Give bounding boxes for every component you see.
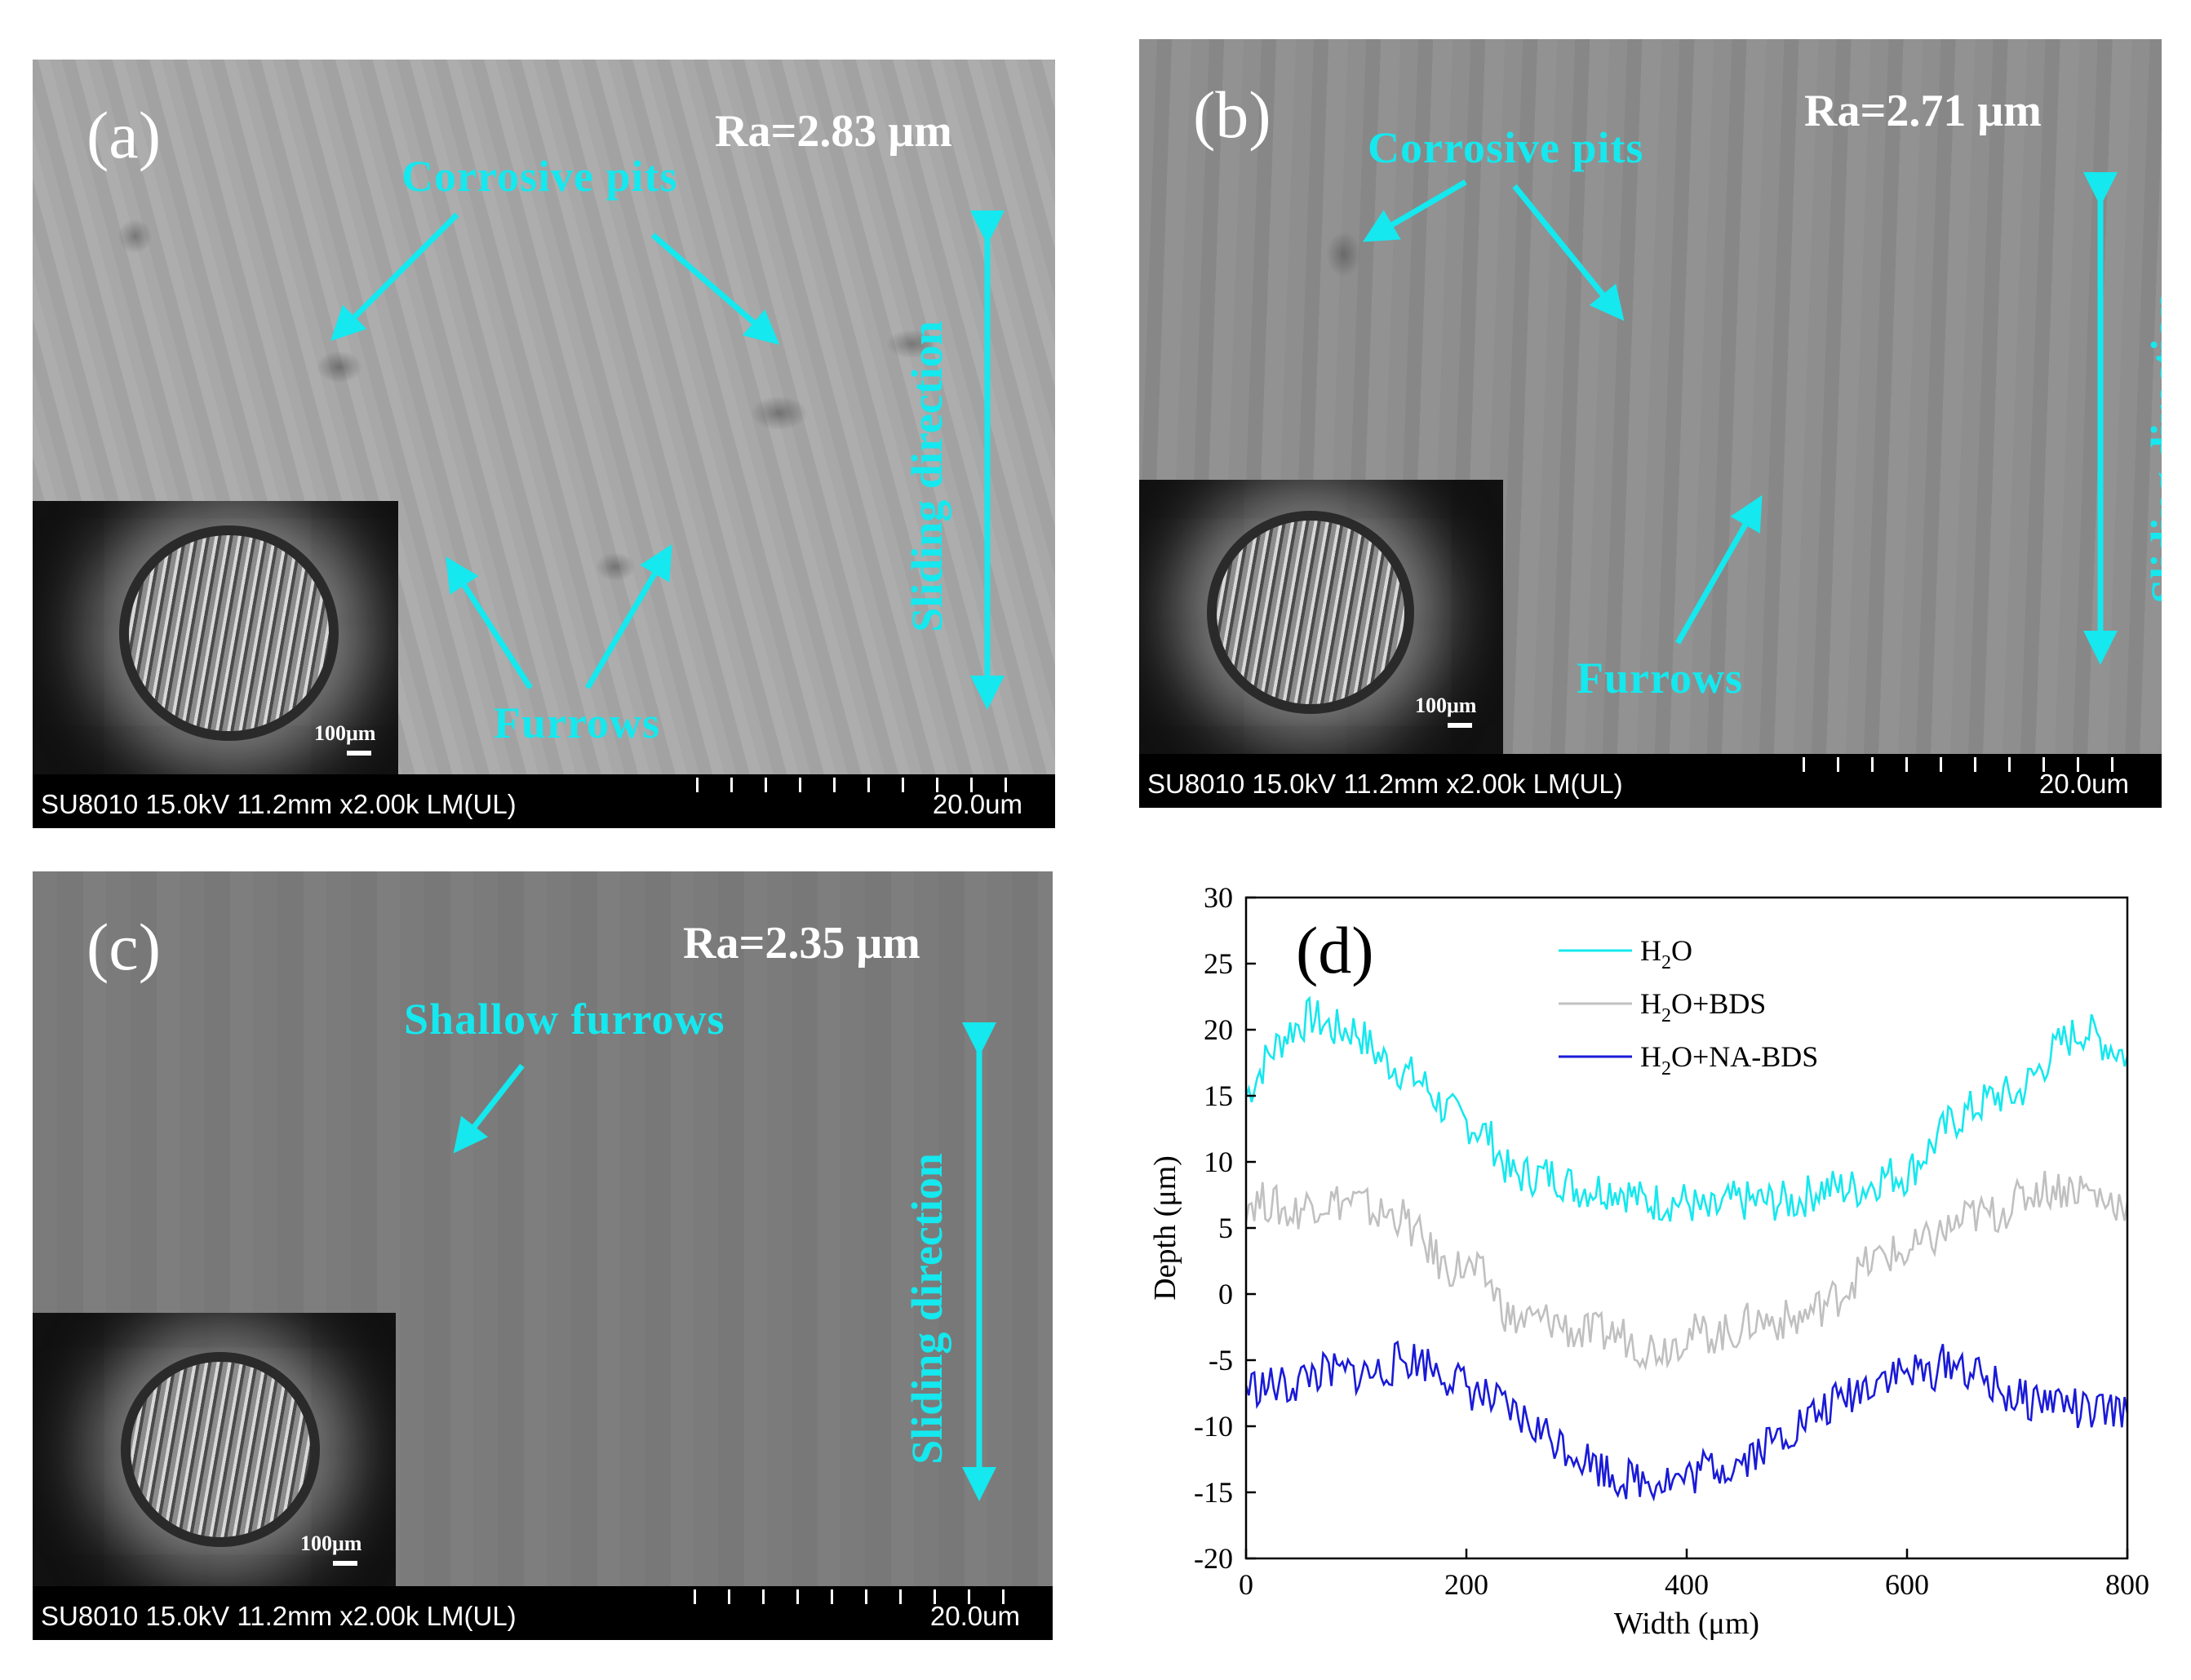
panel-a-label: (a) xyxy=(86,98,162,172)
panel-a-sem-infobar: SU8010 15.0kV 11.2mm x2.00k LM(UL) 20.0u… xyxy=(33,774,1055,828)
series-line-0 xyxy=(1244,995,2129,1222)
y-tick-label: 5 xyxy=(1218,1212,1233,1244)
panel-b-inset-image: 100μm xyxy=(1139,480,1503,754)
shallow-furrows-arrow xyxy=(453,1063,525,1154)
furrows-arrow xyxy=(1674,494,1763,645)
panel-a-arrows xyxy=(330,211,1005,710)
panel-b-ra-value: Ra=2.71 μm xyxy=(1804,86,2042,136)
panel-b-sem-infobar: SU8010 15.0kV 11.2mm x2.00k LM(UL) 20.0u… xyxy=(1139,754,2162,808)
panel-b-corrosive-pits-label: Corrosive pits xyxy=(1368,123,1644,172)
y-tick-label: -20 xyxy=(1194,1542,1233,1575)
panel-c-label: (c) xyxy=(86,910,162,984)
panel-a-sem-scale: 20.0um xyxy=(932,789,1022,819)
y-tick-label: 20 xyxy=(1204,1013,1233,1046)
panel-b-sem-meta: SU8010 15.0kV 11.2mm x2.00k LM(UL) xyxy=(1147,769,1623,799)
panel-a-sem-meta: SU8010 15.0kV 11.2mm x2.00k LM(UL) xyxy=(41,789,517,819)
panel-c-sem-scale: 20.0um xyxy=(929,1601,1020,1631)
panel-b-sem-image: 100μm (b) Ra=2.71 μm Corrosive pits Furr… xyxy=(1139,39,2162,808)
panel-a-inset-scale-label: 100μm xyxy=(314,721,376,745)
panel-b-arrows xyxy=(1362,172,2118,665)
x-tick-label: 0 xyxy=(1239,1568,1253,1601)
pits-arrow-right xyxy=(1512,184,1625,321)
x-tick-label: 200 xyxy=(1444,1568,1488,1601)
panel-d-depth-profile-chart: 0 200 400 600 800 -20 -15 -10 -5 0 5 10 15 20 25 30 Widt… xyxy=(1148,881,2149,1641)
pits-arrow-right xyxy=(650,233,780,345)
panel-a-ra-value: Ra=2.83 μm xyxy=(715,106,952,157)
y-tick-label: 0 xyxy=(1218,1278,1233,1310)
panel-b-label: (b) xyxy=(1193,78,1271,152)
panel-c-inset-image: 100μm xyxy=(33,1313,396,1587)
pits-arrow-left xyxy=(330,212,459,341)
y-tick-label: -5 xyxy=(1209,1344,1233,1376)
panel-a-inset-image: 100μm xyxy=(33,501,398,774)
legend-label-1: H2O+BDS xyxy=(1640,987,1766,1026)
legend-label-0: H2O xyxy=(1640,934,1692,973)
x-tick-label: 600 xyxy=(1885,1568,1929,1601)
y-tick-label: 10 xyxy=(1204,1146,1233,1178)
y-tick-label: 15 xyxy=(1204,1079,1233,1112)
panel-c-ra-value: Ra=2.35 μm xyxy=(683,918,920,969)
legend-label-2: H2O+NA-BDS xyxy=(1640,1040,1818,1079)
panel-a-furrows-label: Furrows xyxy=(494,698,660,747)
series-line-1 xyxy=(1244,1170,2129,1372)
panel-b-sem-scale: 20.0um xyxy=(2038,769,2129,799)
panel-c-shallow-furrows-label: Shallow furrows xyxy=(404,995,725,1044)
x-tick-label: 800 xyxy=(2105,1568,2149,1601)
panel-c-sem-infobar: SU8010 15.0kV 11.2mm x2.00k LM(UL) 20.0u… xyxy=(33,1586,1053,1640)
panel-d-label: (d) xyxy=(1296,913,1374,987)
y-tick-label: 25 xyxy=(1204,947,1233,980)
y-tick-label: -10 xyxy=(1194,1410,1233,1443)
panel-a-sem-image: 100μm (a) Ra=2.83 μm Corrosive pits Furr… xyxy=(33,60,1055,828)
panel-a-corrosive-pits-label: Corrosive pits xyxy=(401,152,678,201)
y-tick-label: 30 xyxy=(1204,881,1233,914)
pits-arrow-left xyxy=(1362,179,1467,242)
panel-c-sem-meta: SU8010 15.0kV 11.2mm x2.00k LM(UL) xyxy=(41,1601,517,1631)
furrows-arrow-right xyxy=(584,543,672,689)
panel-c-arrows xyxy=(453,1022,996,1501)
series-line-2 xyxy=(1244,1340,2129,1502)
y-axis-label: Depth (μm) xyxy=(1148,1155,1182,1301)
panel-b-furrows-label: Furrows xyxy=(1577,654,1743,703)
y-tick-label: -15 xyxy=(1194,1476,1233,1509)
furrows-arrow-left xyxy=(446,556,533,689)
x-tick-label: 400 xyxy=(1665,1568,1709,1601)
panel-c-sem-image: 100μm (c) Ra=2.35 μm Shallow furrows Sli… xyxy=(33,871,1053,1640)
panel-b-inset-scale-label: 100μm xyxy=(1415,694,1477,717)
x-axis-label: Width (μm) xyxy=(1614,1607,1759,1641)
panel-c-inset-scale-label: 100μm xyxy=(300,1532,362,1555)
